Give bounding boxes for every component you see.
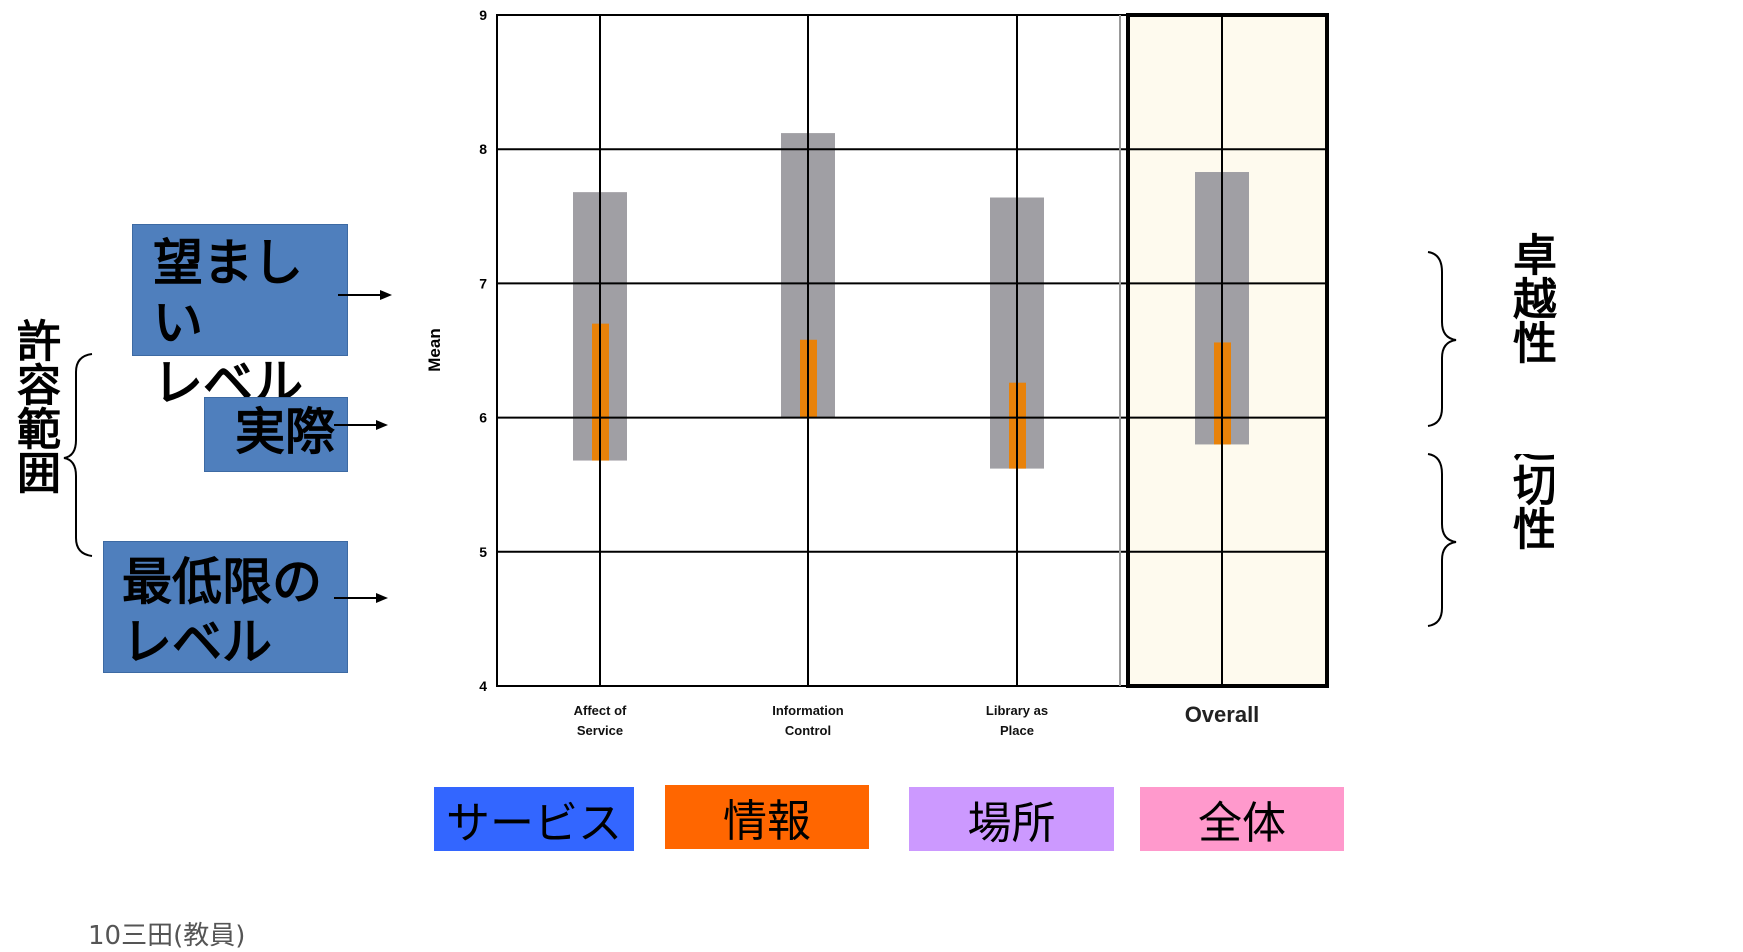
actual-arrow xyxy=(334,420,388,430)
x-tick-label-3: Overall xyxy=(1185,702,1260,727)
desired-arrow xyxy=(338,290,392,300)
y-tick-label-3: 7 xyxy=(479,275,487,291)
legend-place: 場所 xyxy=(909,787,1114,851)
x-tick-label-0: Affect of Service xyxy=(574,703,627,738)
legend-overall: 全体 xyxy=(1140,787,1344,851)
tolerance-brace xyxy=(63,353,93,557)
y-tick-label-2: 6 xyxy=(479,410,487,426)
footer-text: 10三田(教員) xyxy=(88,921,246,951)
y-axis-label: Mean xyxy=(425,328,444,371)
minimum-level-label: 最低限の レベル xyxy=(122,553,322,671)
y-tick-label-5: 9 xyxy=(479,7,487,23)
y-tick-label-4: 8 xyxy=(479,141,487,157)
legend-service: サービス xyxy=(434,787,634,851)
superiority-brace xyxy=(1427,251,1457,427)
actual-level-box: 実際 xyxy=(204,397,348,472)
superiority-label: 卓越性 xyxy=(1505,232,1556,364)
adequacy-brace xyxy=(1427,453,1457,627)
x-tick-label-1: Information Control xyxy=(772,703,844,738)
minimum-level-box: 最低限の レベル xyxy=(103,541,348,673)
adequacy-label: 適切性 xyxy=(1506,418,1554,550)
x-tick-label-2: Library as Place xyxy=(986,703,1048,738)
y-tick-label-0: 4 xyxy=(479,678,487,694)
y-tick-label-1: 5 xyxy=(479,544,487,560)
overall-frame xyxy=(1126,13,1329,688)
desired-level-box: 望ましい レベル xyxy=(132,224,348,412)
tolerance-zone-label: 許容範囲 xyxy=(9,318,60,494)
legend-information: 情報 xyxy=(665,785,869,849)
minimum-arrow xyxy=(334,593,388,603)
actual-level-label: 実際 xyxy=(235,403,335,461)
